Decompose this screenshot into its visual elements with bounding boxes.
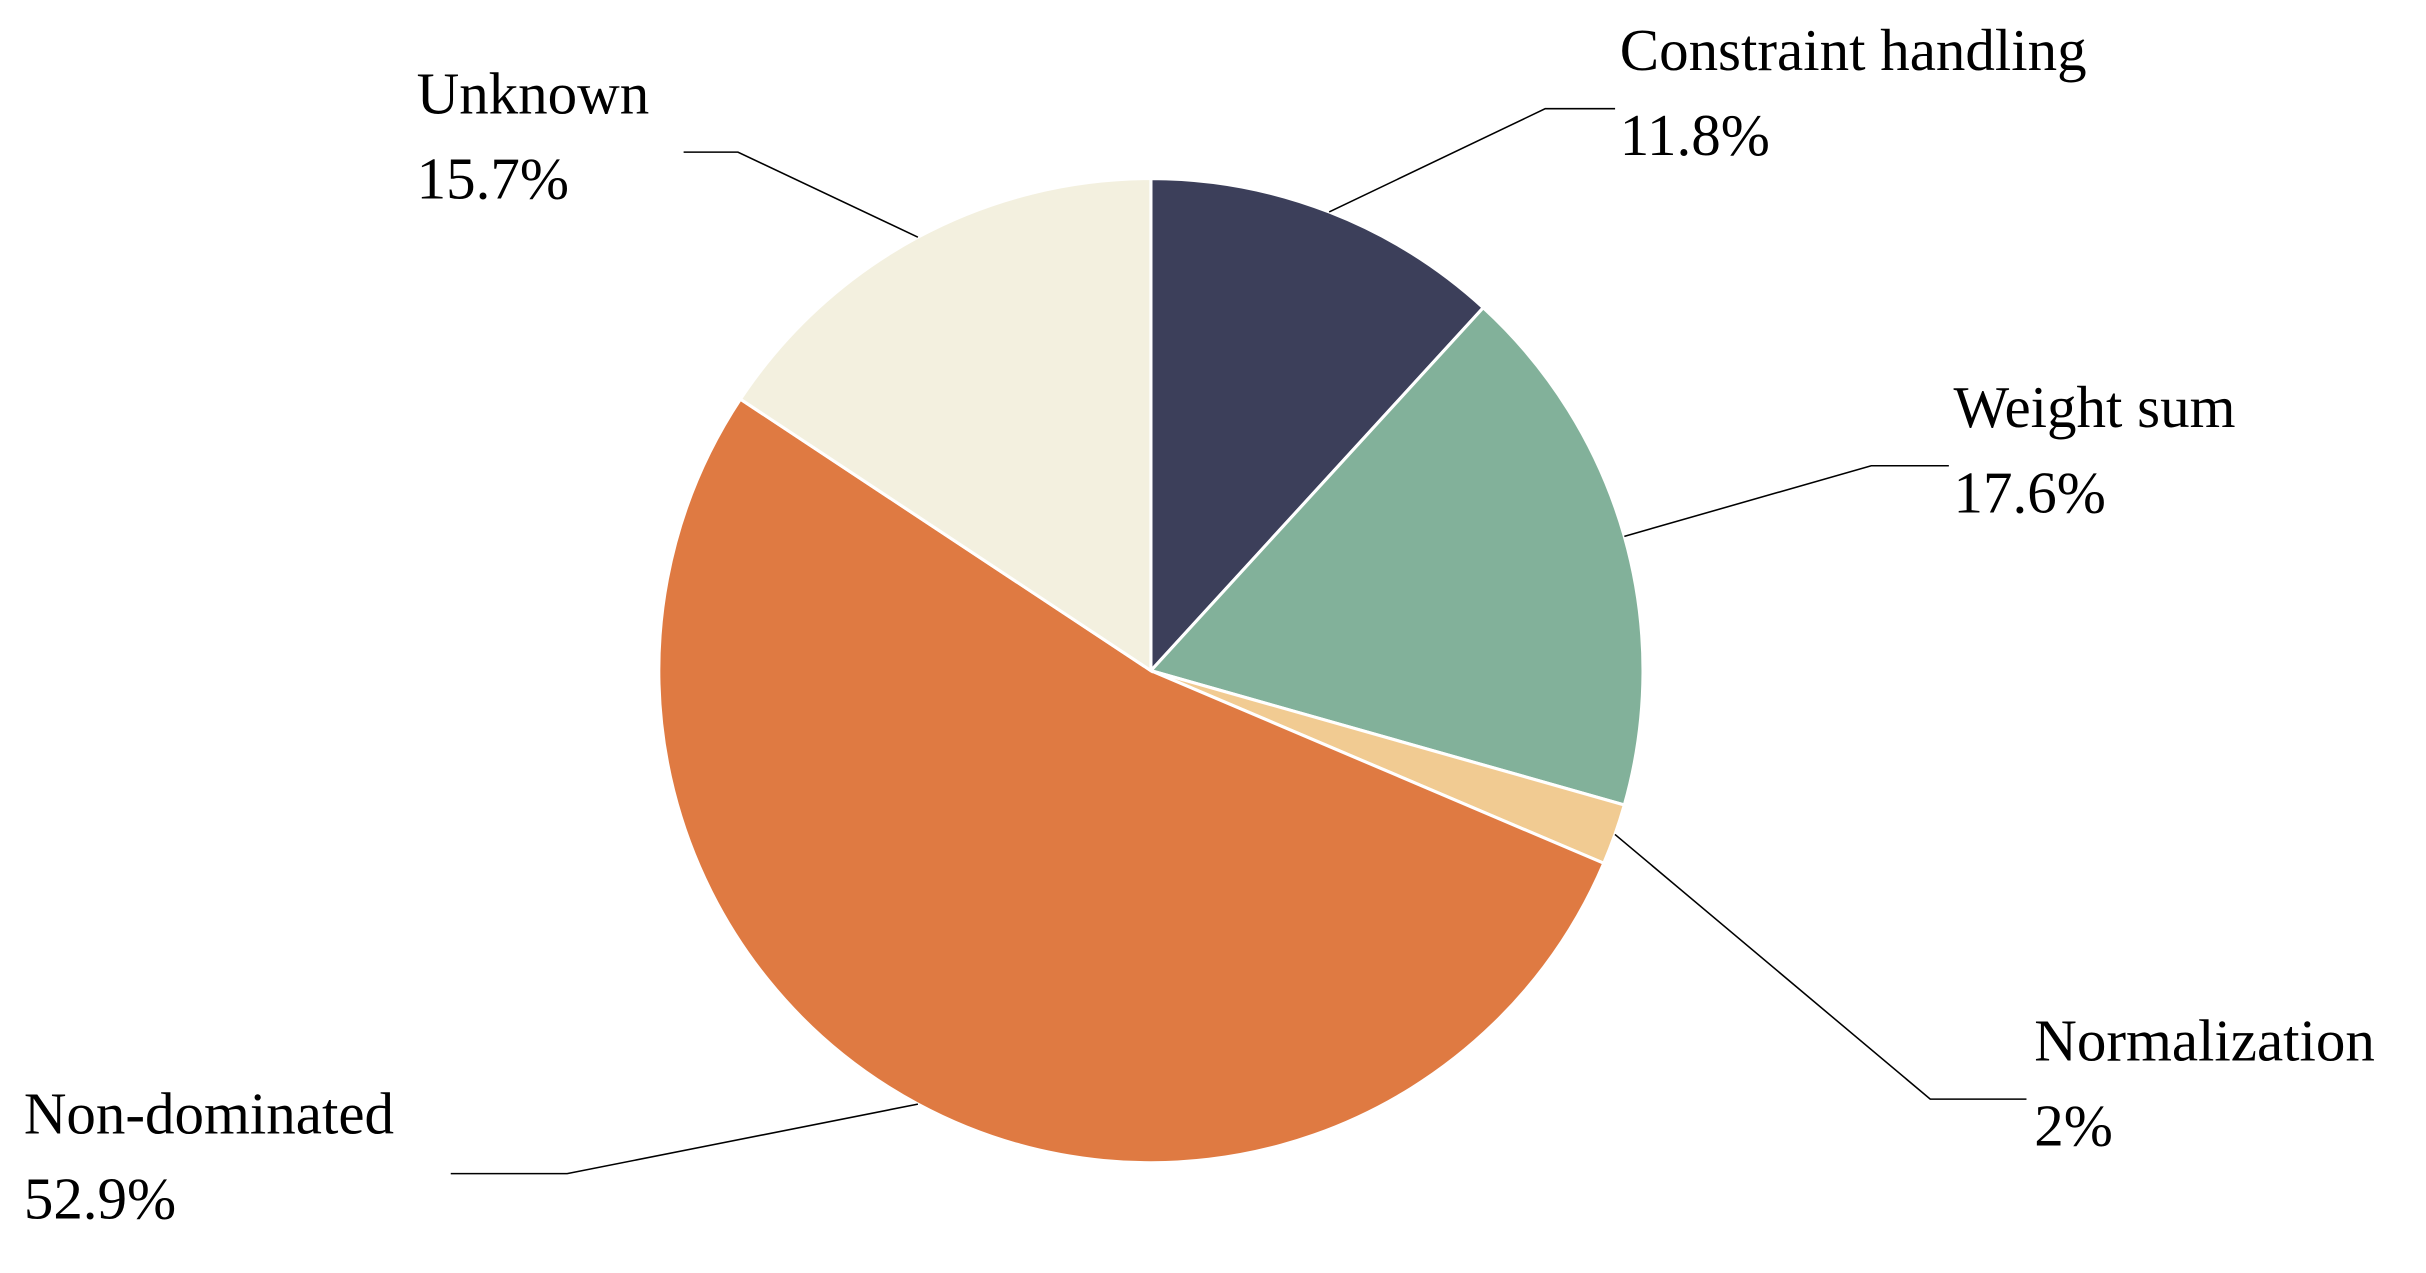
pie-slice bbox=[657, 397, 1606, 1165]
slice-value-label: 52.9% bbox=[24, 1166, 176, 1232]
leader-line bbox=[1614, 833, 2027, 1100]
leader-line bbox=[1624, 464, 1949, 538]
slice-value-label: 17.6% bbox=[1954, 459, 2106, 525]
pie-slice bbox=[738, 176, 1153, 674]
leader-line bbox=[1328, 107, 1616, 213]
slice-value-label: 11.8% bbox=[1620, 102, 1770, 168]
slice-value-label: 15.7% bbox=[417, 146, 569, 212]
leader-line bbox=[683, 151, 919, 238]
slice-label: Constraint handling bbox=[1620, 17, 2087, 83]
slice-label: Normalization bbox=[2034, 1007, 2375, 1073]
pie-slice bbox=[1148, 305, 1645, 807]
leader-line bbox=[450, 1103, 919, 1175]
slice-value-label: 2% bbox=[2034, 1093, 2113, 1159]
slice-label: Unknown bbox=[417, 60, 650, 126]
slice-label: Weight sum bbox=[1954, 374, 2236, 440]
slice-label: Non-dominated bbox=[24, 1080, 394, 1146]
